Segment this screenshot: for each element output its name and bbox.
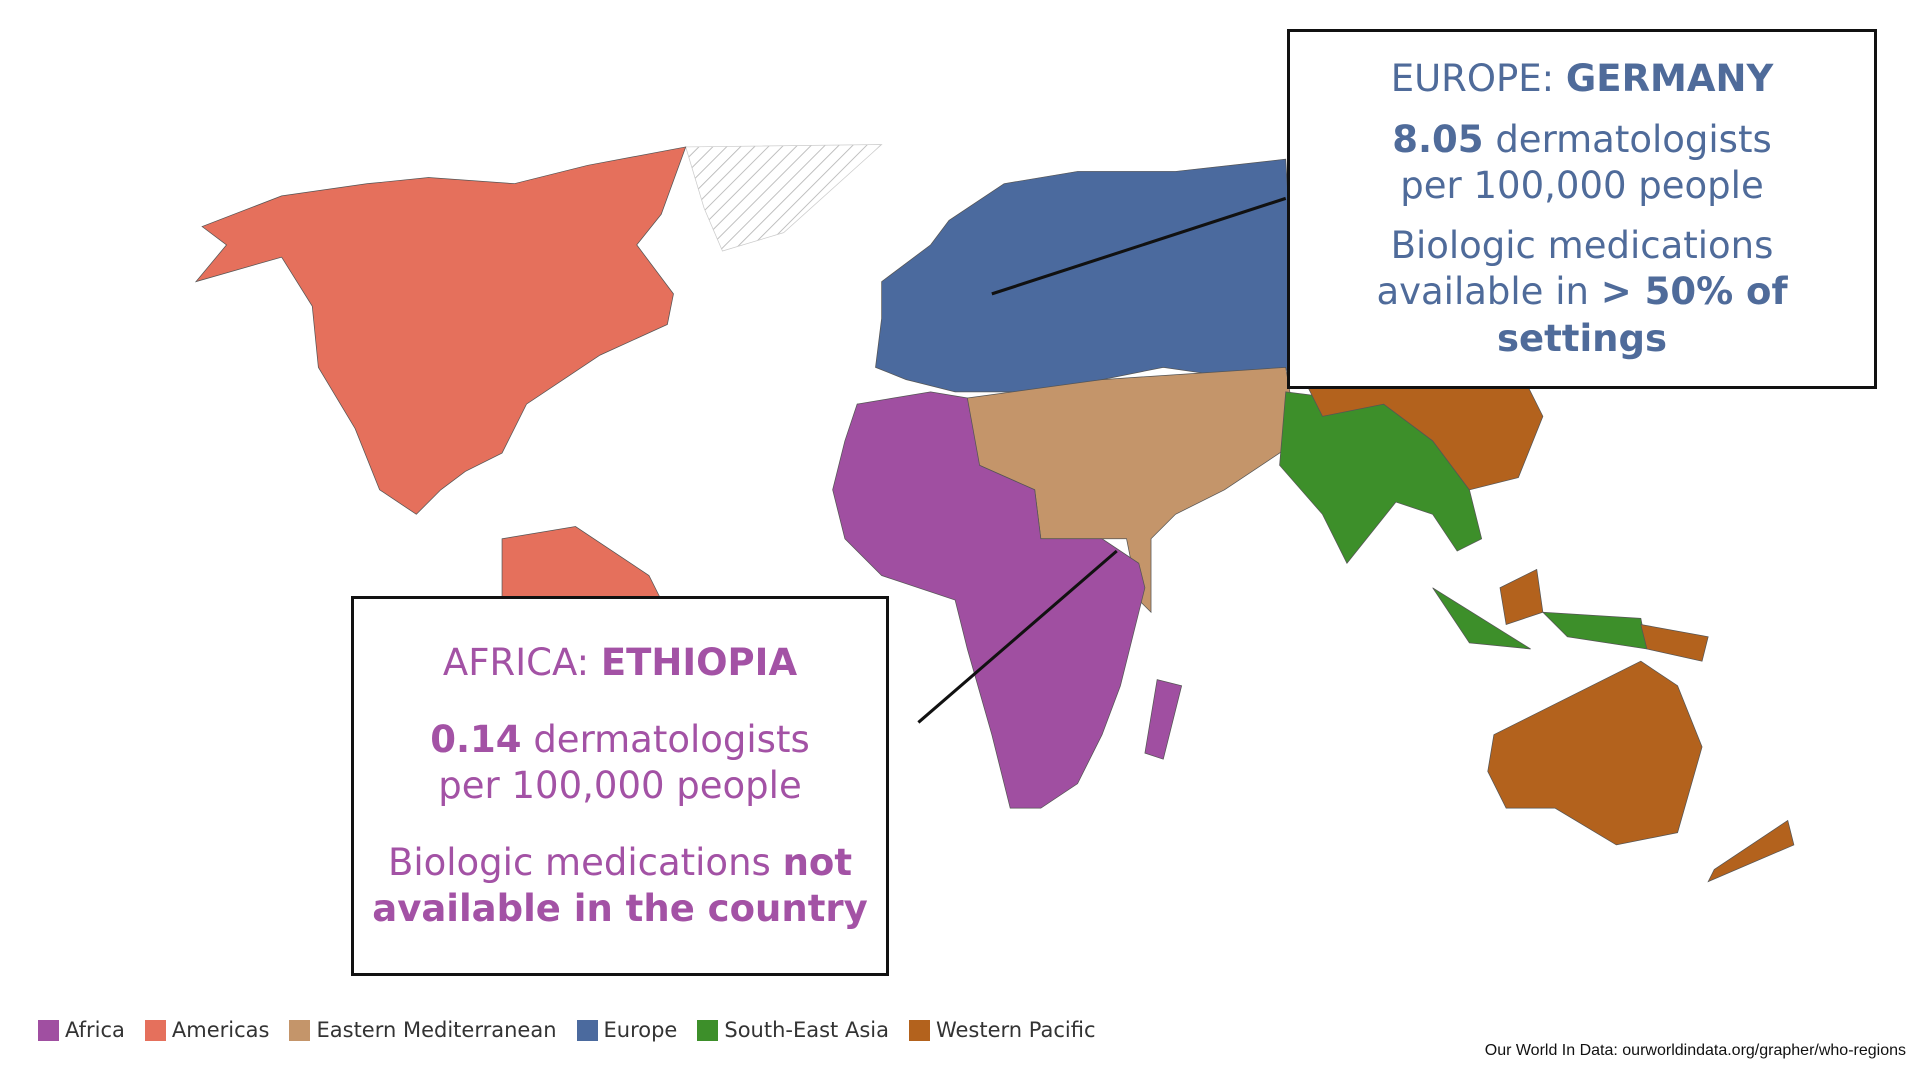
callout: EUROPE: GERMANY 8.05 dermatologists per …: [1287, 29, 1877, 389]
legend-label: South-East Asia: [724, 1018, 889, 1042]
legend-item: South-East Asia: [697, 1018, 889, 1042]
legend-item: Eastern Mediterranean: [289, 1018, 557, 1042]
country: GERMANY: [1565, 57, 1774, 101]
callout-title: EUROPE: GERMANY: [1391, 56, 1774, 102]
callout-stat: 8.05 dermatologists per 100,000 people: [1308, 117, 1856, 210]
callout-stat: 0.14 dermatologists per 100,000 people: [372, 717, 868, 810]
leader-line: [991, 196, 1287, 296]
callout: AFRICA: ETHIOPIA 0.14 dermatologists per…: [351, 596, 889, 976]
papua: [1640, 624, 1709, 662]
note: Biologic medications available in: [1376, 224, 1774, 314]
callout-title: AFRICA: ETHIOPIA: [443, 640, 797, 686]
stat: 0.14: [430, 717, 522, 761]
note: Biologic medications: [387, 840, 771, 884]
americas-north: [194, 146, 687, 515]
indonesia: [1432, 587, 1531, 650]
stat-text: dermatologists per 100,000 people: [438, 717, 810, 807]
new-zealand: [1707, 819, 1795, 883]
legend-swatch: [289, 1019, 311, 1041]
stat-text: dermatologists per 100,000 people: [1400, 117, 1772, 207]
legend: Africa Americas Eastern Mediterranean Europ…: [38, 1018, 1096, 1042]
greenland: [685, 144, 883, 252]
regions: [194, 144, 1795, 883]
americas-south: [501, 526, 662, 601]
legend-swatch: [576, 1019, 598, 1041]
callout-note: Biologic medications available in > 50% …: [1308, 223, 1856, 362]
legend-swatch: [38, 1019, 59, 1041]
australia: [1487, 660, 1703, 846]
legend-label: Eastern Mediterranean: [316, 1018, 557, 1042]
callout-note: Biologic medications not available in th…: [372, 840, 868, 933]
legend-item: Africa: [38, 1018, 125, 1042]
region: EUROPE:: [1390, 57, 1555, 101]
leader-line: [917, 549, 1118, 724]
note-bold: > 50% of settings: [1496, 270, 1788, 360]
indonesia-east: [1541, 611, 1648, 650]
legend-label: Europe: [603, 1018, 678, 1042]
legend-item: Americas: [144, 1018, 270, 1042]
legend-item: Europe: [576, 1018, 678, 1042]
legend-swatch: [908, 1019, 930, 1041]
borneo: [1499, 568, 1544, 625]
legend-label: Western Pacific: [935, 1018, 1096, 1042]
country: ETHIOPIA: [600, 640, 798, 684]
region: AFRICA:: [442, 640, 590, 684]
legend-swatch: [697, 1019, 719, 1041]
note-bold: not available in the country: [372, 840, 868, 931]
europe: [875, 158, 1299, 393]
legend-label: Americas: [171, 1018, 270, 1042]
madagascar: [1144, 679, 1183, 760]
source: Our World In Data: ourworldindata.org/gr…: [1484, 1042, 1906, 1059]
legend-label: Africa: [65, 1018, 125, 1042]
legend-item: Western Pacific: [908, 1018, 1096, 1042]
legend-swatch: [144, 1019, 166, 1041]
africa: [832, 391, 1146, 809]
stat: 8.05: [1392, 117, 1484, 161]
